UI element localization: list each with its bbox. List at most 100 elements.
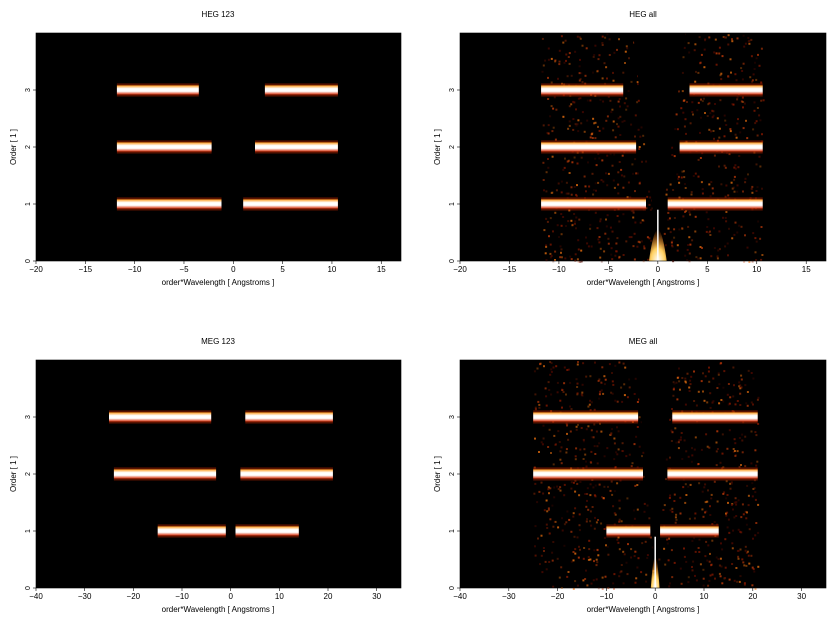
noise-pixel [754,449,757,452]
noise-pixel [718,165,720,168]
noise-pixel [598,397,601,400]
noise-pixel [568,62,571,65]
noise-pixel [733,501,736,504]
noise-pixel [567,571,570,573]
noise-pixel [637,172,639,175]
noise-pixel [705,540,708,543]
noise-pixel [586,493,589,495]
noise-pixel [620,564,623,566]
noise-pixel [623,175,626,178]
noise-pixel [724,245,727,248]
noise-pixel [583,448,586,451]
noise-pixel [575,428,578,431]
noise-pixel [568,518,571,521]
noise-pixel [578,524,581,527]
noise-pixel [758,114,761,117]
noise-pixel [736,400,739,402]
noise-pixel [641,160,643,163]
noise-pixel [700,98,702,101]
noise-pixel [547,58,550,61]
noise-pixel [627,543,629,546]
noise-pixel [738,437,741,439]
noise-pixel [597,58,600,61]
x-tick-label: 10 [327,265,336,274]
noise-pixel [613,437,616,440]
noise-pixel [714,38,717,41]
noise-pixel [676,128,679,131]
noise-pixel [754,251,757,254]
noise-pixel [566,575,569,578]
noise-pixel [722,216,724,219]
noise-pixel [628,57,630,60]
noise-pixel [608,363,611,366]
noise-pixel [727,501,729,504]
noise-pixel [542,124,545,127]
order-band [541,199,646,209]
noise-pixel [591,137,594,139]
noise-pixel [723,114,726,117]
panel-title: HEG 123 [202,10,235,19]
noise-pixel [757,53,759,56]
noise-pixel [544,387,547,390]
noise-pixel [633,41,635,44]
noise-pixel [702,515,705,518]
noise-pixel [691,566,693,568]
noise-pixel [537,400,540,403]
x-tick-label: −15 [503,265,517,274]
noise-pixel [697,257,700,260]
noise-pixel [634,158,637,161]
noise-pixel [617,171,620,174]
noise-pixel [719,461,722,464]
noise-pixel [619,134,622,136]
noise-pixel [622,186,625,189]
noise-pixel [569,430,572,433]
noise-pixel [542,161,545,164]
noise-pixel [718,52,721,55]
noise-pixel [709,112,712,115]
noise-pixel [595,164,598,167]
noise-pixel [601,587,604,590]
noise-pixel [723,370,726,373]
noise-pixel [739,530,741,533]
noise-pixel [724,566,727,569]
noise-pixel [575,378,578,381]
noise-pixel [630,556,633,559]
noise-pixel [632,209,635,212]
panel-heg-123: HEG 123 −20 −15 −10 −5 0 5 10 15 0 1 2 3 order*Wav… [9,10,402,287]
noise-pixel [577,239,580,242]
order-band [113,469,217,479]
noise-pixel [633,393,636,395]
noise-pixel [570,74,573,77]
noise-pixel [627,90,630,93]
noise-pixel [612,383,615,386]
noise-pixel [632,245,635,248]
noise-pixel [618,38,620,41]
noise-pixel [550,105,553,108]
noise-pixel [582,579,585,582]
noise-pixel [576,258,579,261]
noise-pixel [633,232,636,235]
noise-pixel [711,573,714,576]
noise-pixel [682,56,685,59]
noise-pixel [577,361,579,363]
noise-pixel [564,39,567,42]
noise-pixel [633,443,636,446]
noise-pixel [724,216,727,219]
noise-pixel [691,101,694,104]
noise-pixel [621,120,624,123]
order-band [109,412,212,422]
noise-pixel [572,481,575,484]
noise-pixel [702,390,704,393]
noise-pixel [547,47,550,50]
noise-pixel [619,105,621,108]
noise-pixel [646,504,649,507]
noise-pixel [573,156,576,159]
noise-pixel [733,166,736,169]
noise-pixel [553,520,556,523]
noise-pixel [549,361,552,363]
noise-pixel [566,160,569,163]
noise-pixel [713,154,716,157]
noise-pixel [694,436,697,439]
noise-pixel [598,129,601,132]
noise-pixel [594,484,597,487]
